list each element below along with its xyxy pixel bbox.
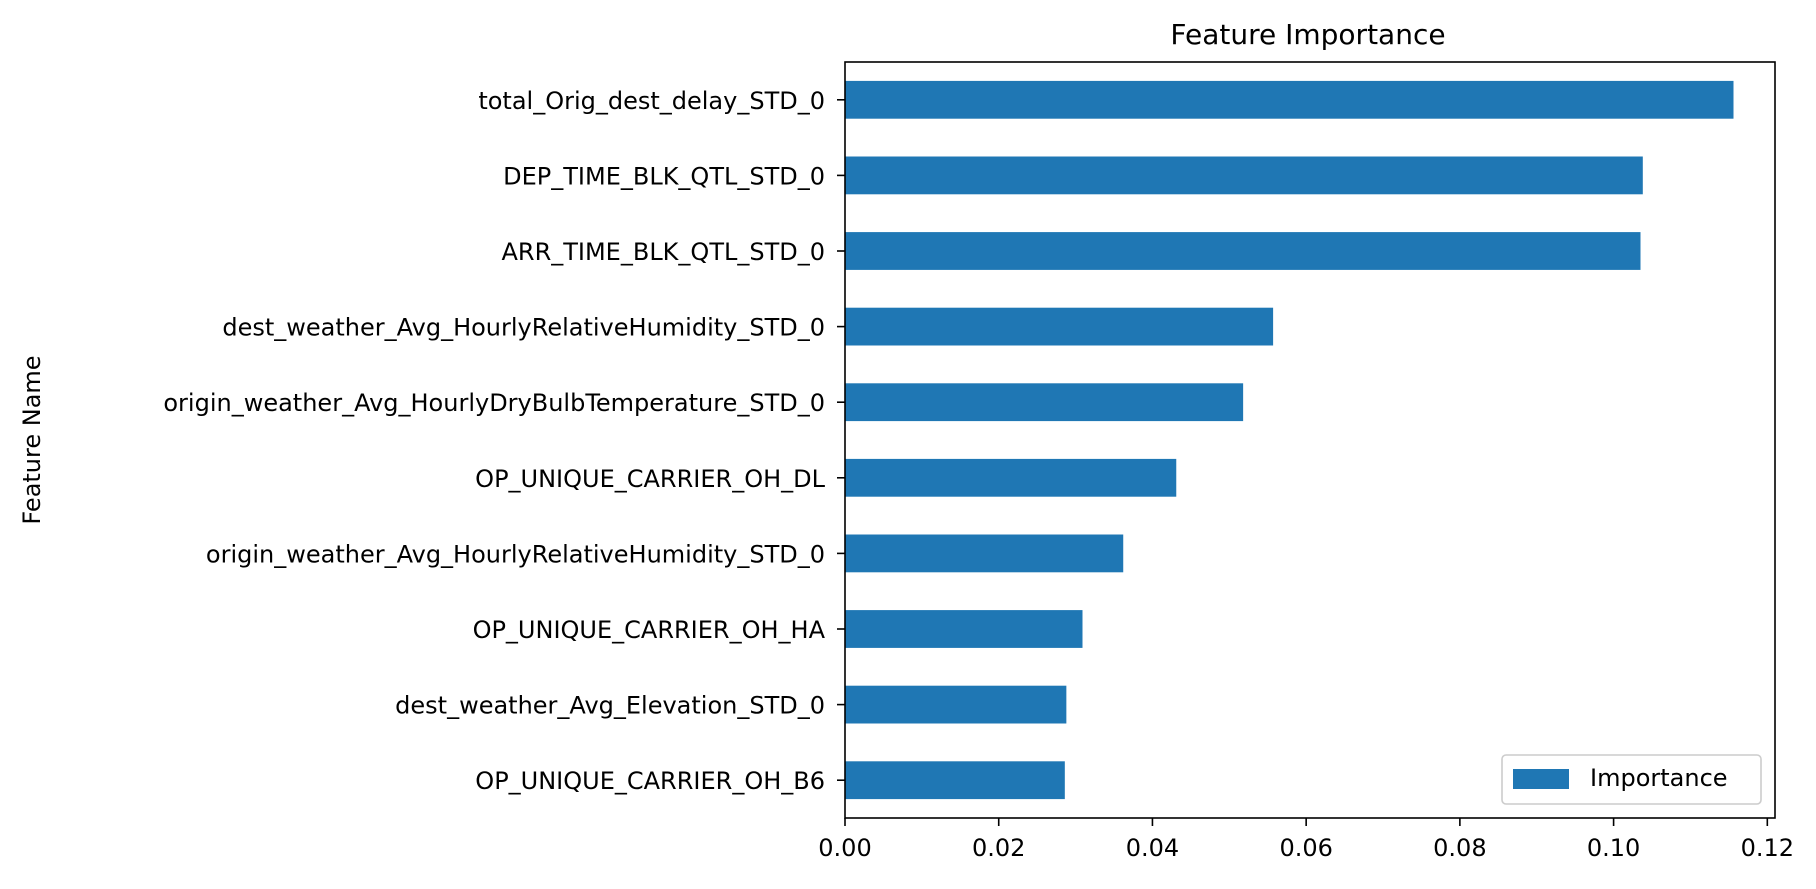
legend: Importance bbox=[1501, 754, 1762, 805]
y-tick-label: OP_UNIQUE_CARRIER_OH_HA bbox=[473, 616, 826, 644]
y-tick-label: dest_weather_Avg_HourlyRelativeHumidity_… bbox=[222, 314, 825, 342]
y-tick-label: DEP_TIME_BLK_QTL_STD_0 bbox=[503, 162, 825, 190]
bar-DEP_TIME_BLK_QTL_STD_0 bbox=[845, 156, 1643, 195]
bars-layer bbox=[845, 80, 1734, 800]
x-tick-label: 0.10 bbox=[1587, 834, 1640, 862]
bar-ARR_TIME_BLK_QTL_STD_0 bbox=[845, 232, 1641, 270]
legend-box bbox=[1501, 754, 1762, 805]
y-tick-label: dest_weather_Avg_Elevation_STD_0 bbox=[395, 692, 825, 720]
bar-dest_weather_Avg_HourlyRelativeHumidity_STD_0 bbox=[845, 307, 1274, 346]
y-tick-label: ARR_TIME_BLK_QTL_STD_0 bbox=[501, 238, 825, 266]
x-tick-label: 0.08 bbox=[1433, 834, 1486, 862]
x-tick-label: 0.02 bbox=[972, 834, 1025, 862]
y-tick-label: total_Orig_dest_delay_STD_0 bbox=[478, 87, 825, 115]
bar-OP_UNIQUE_CARRIER_OH_DL bbox=[845, 458, 1177, 497]
y-tick-label: origin_weather_Avg_HourlyDryBulbTemperat… bbox=[163, 389, 825, 417]
x-axis-ticks: 0.00 0.02 0.04 0.06 0.08 0.10 0.12 bbox=[818, 818, 1794, 862]
y-tick-label: OP_UNIQUE_CARRIER_OH_B6 bbox=[475, 767, 825, 795]
bar-origin_weather_Avg_HourlyDryBulbTemperature_STD_0 bbox=[845, 383, 1244, 422]
bar-dest_weather_Avg_Elevation_STD_0 bbox=[845, 685, 1067, 724]
y-tick-label: OP_UNIQUE_CARRIER_OH_DL bbox=[475, 465, 825, 493]
y-axis-label: Feature Name bbox=[18, 355, 46, 524]
plot-frame bbox=[844, 61, 1776, 819]
legend-swatch bbox=[1513, 769, 1569, 789]
bar-OP_UNIQUE_CARRIER_OH_B6 bbox=[845, 761, 1065, 800]
x-tick-label: 0.04 bbox=[1126, 834, 1179, 862]
legend-label-importance: Importance bbox=[1590, 764, 1728, 792]
x-tick-label: 0.12 bbox=[1741, 834, 1794, 862]
chart-title: Feature Importance bbox=[1170, 18, 1445, 51]
x-tick-label: 0.00 bbox=[818, 834, 871, 862]
y-axis-ticks: total_Orig_dest_delay_STD_0 DEP_TIME_BLK_… bbox=[163, 87, 845, 795]
bar-total_Orig_dest_delay_STD_0 bbox=[845, 80, 1734, 119]
bar-origin_weather_Avg_HourlyRelativeHumidity_STD_0 bbox=[845, 534, 1124, 573]
y-tick-label: origin_weather_Avg_HourlyRelativeHumidit… bbox=[206, 540, 825, 568]
x-tick-label: 0.06 bbox=[1279, 834, 1332, 862]
bar-OP_UNIQUE_CARRIER_OH_HA bbox=[845, 610, 1083, 648]
